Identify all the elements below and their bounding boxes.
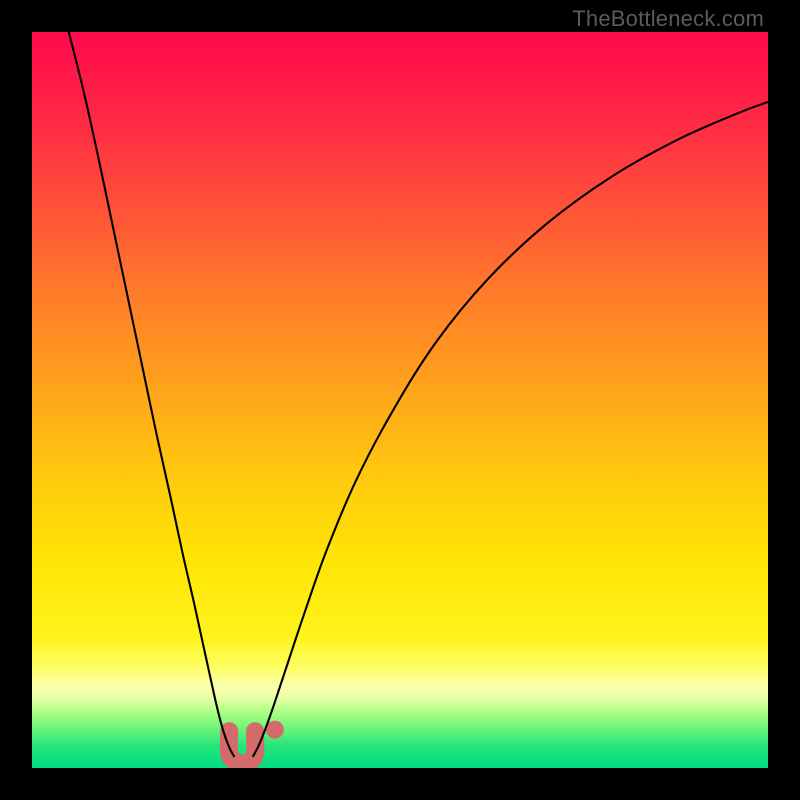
optimal-point-marker (266, 721, 284, 739)
bottleneck-curves (32, 32, 768, 768)
watermark-text: TheBottleneck.com (572, 6, 764, 32)
plot-frame (32, 32, 768, 768)
left-branch-curve (69, 32, 235, 757)
right-branch-curve (253, 102, 768, 757)
optimal-range-marker (229, 731, 256, 763)
